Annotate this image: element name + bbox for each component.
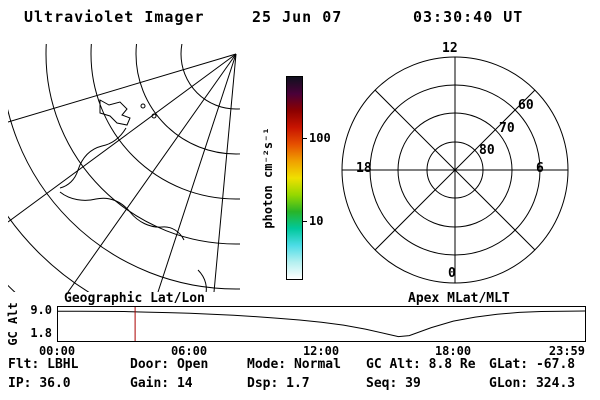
header-time: 03:30:40 UT [413, 8, 524, 26]
colorbar-tick-10: 10 [309, 214, 324, 228]
x-tick-0600: 06:00 [170, 344, 208, 358]
field-value: Open [176, 357, 209, 372]
mlt-label-0: 0 [448, 266, 456, 281]
field-label: Seq: [366, 376, 398, 391]
field-label: Door: [130, 357, 170, 372]
apex-grid-caption: Apex MLat/MLT [408, 291, 510, 306]
status-gcalt: GC Alt: 8.8 Re [366, 358, 476, 371]
field-label: Mode: [247, 357, 287, 372]
x-tick-2359: 23:59 [548, 344, 585, 358]
field-label: GLat: [489, 357, 529, 372]
field-label: GLon: [489, 376, 529, 391]
status-mode: Mode: Normal [247, 358, 341, 371]
mlt-label-12: 12 [442, 41, 458, 56]
gc-alt-chart [57, 306, 586, 342]
apex-polar-grid [341, 56, 569, 284]
field-value: LBHL [47, 357, 79, 372]
geo-map-caption: Geographic Lat/Lon [64, 291, 205, 306]
mlt-label-18: 18 [356, 161, 372, 176]
status-gain: Gain: 14 [130, 377, 193, 390]
x-tick-0000: 00:00 [38, 344, 76, 358]
mlat-label-80: 80 [479, 143, 495, 158]
colorbar-tickmark-10 [303, 221, 307, 222]
field-value: 324.3 [535, 376, 576, 391]
field-value: 39 [405, 376, 421, 391]
field-value: 36.0 [39, 376, 71, 391]
status-ip: IP: 36.0 [8, 377, 71, 390]
gc-alt-curve [58, 310, 585, 338]
geo-meridian-lines [8, 53, 237, 292]
app-title: Ultraviolet Imager [24, 8, 205, 26]
x-tick-1200: 12:00 [302, 344, 340, 358]
colorbar-tickmark-100 [303, 138, 307, 139]
field-value: 1.7 [286, 376, 310, 391]
mlat-label-70: 70 [499, 121, 515, 136]
status-dsp: Dsp: 1.7 [247, 377, 310, 390]
field-value: -67.8 [535, 357, 576, 372]
header-date: 25 Jun 07 [252, 8, 343, 26]
status-glat: GLat: -67.8 [489, 358, 575, 371]
x-tick-1800: 18:00 [434, 344, 472, 358]
gc-alt-ymax-label: 9.0 [30, 303, 52, 317]
field-value: Normal [293, 357, 341, 372]
status-glon: GLon: 324.3 [489, 377, 575, 390]
field-label: Dsp: [247, 376, 279, 391]
antarctica-coastline [59, 99, 207, 292]
field-label: IP: [8, 376, 32, 391]
geo-latitude-rings [8, 44, 240, 292]
gc-alt-chart-canvas [58, 307, 585, 341]
field-label: Gain: [130, 376, 170, 391]
mlt-label-6: 6 [536, 161, 544, 176]
mlat-label-60: 60 [518, 98, 534, 113]
field-label: Flt: [8, 357, 40, 372]
geographic-map [8, 44, 240, 292]
status-flt: Flt: LBHL [8, 358, 78, 371]
colorbar-unit-label: photon cm⁻²s⁻¹ [261, 127, 275, 229]
colorbar-gradient [286, 76, 303, 280]
field-value: 14 [176, 376, 193, 391]
mlt-spokes [342, 57, 568, 283]
gc-alt-axis-label: GC Alt [6, 302, 20, 346]
field-value: 8.8 Re [428, 357, 476, 372]
status-seq: Seq: 39 [366, 377, 421, 390]
field-label: GC Alt: [366, 357, 421, 372]
gc-alt-ymin-label: 1.8 [30, 326, 52, 340]
colorbar-tick-100: 100 [309, 131, 331, 145]
status-door: Door: Open [130, 358, 208, 371]
